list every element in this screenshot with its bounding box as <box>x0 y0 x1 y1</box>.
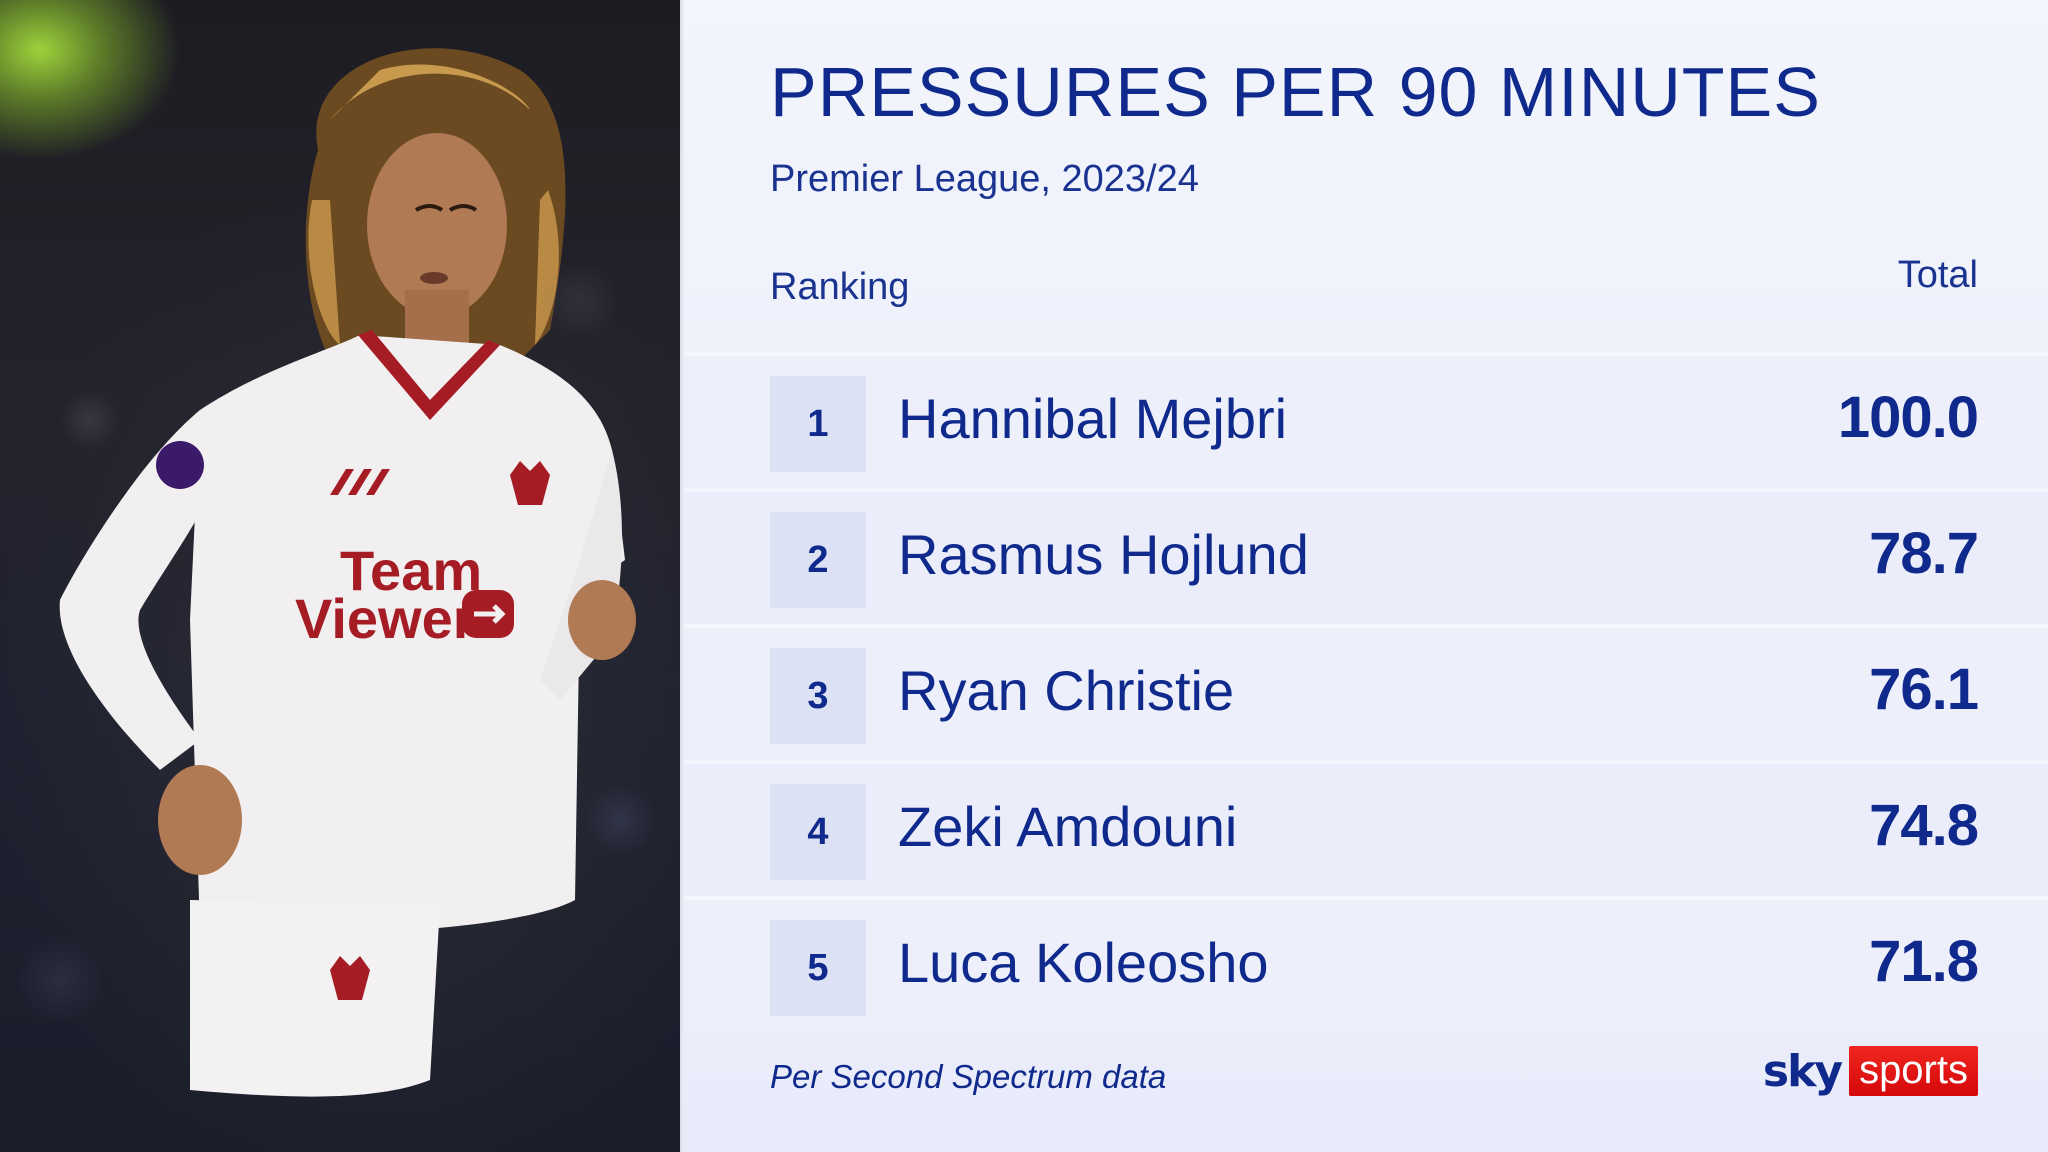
data-source-note: Per Second Spectrum data <box>770 1058 1167 1095</box>
subtitle: Premier League, 2023/24 <box>770 158 1199 200</box>
logo-sports-text: sports <box>1849 1046 1978 1096</box>
column-header-total: Total <box>1897 254 1978 296</box>
rank-badge: 5 <box>770 920 866 1016</box>
rank-badge: 1 <box>770 376 866 472</box>
table-row: 5 Luca Koleosho 71.8 <box>684 896 2048 1032</box>
rank-badge: 4 <box>770 784 866 880</box>
table-row: 4 Zeki Amdouni 74.8 <box>684 760 2048 896</box>
player-photo: Team Viewer <box>0 0 680 1152</box>
svg-text:Viewer: Viewer <box>295 587 475 650</box>
logo-sky-text: sky <box>1762 1045 1843 1097</box>
table-row: 3 Ryan Christie 76.1 <box>684 624 2048 760</box>
ranking-table: 1 Hannibal Mejbri 100.0 2 Rasmus Hojlund… <box>684 352 2048 1032</box>
player-total: 100.0 <box>1837 385 1979 450</box>
player-name: Luca Koleosho <box>898 931 1269 994</box>
table-row: 2 Rasmus Hojlund 78.7 <box>684 488 2048 624</box>
stats-panel: PRESSURES PER 90 MINUTES Premier League,… <box>684 0 2048 1152</box>
player-total: 74.8 <box>1869 793 1979 858</box>
player-name: Hannibal Mejbri <box>898 387 1288 450</box>
player-total: 71.8 <box>1869 929 1979 994</box>
rank-badge: 3 <box>770 648 866 744</box>
player-name: Ryan Christie <box>898 659 1235 722</box>
player-total: 78.7 <box>1869 521 1979 586</box>
page-title: PRESSURES PER 90 MINUTES <box>770 53 1821 131</box>
player-total: 76.1 <box>1869 657 1979 722</box>
column-header-ranking: Ranking <box>770 266 910 308</box>
panel-divider <box>680 0 684 1152</box>
rank-badge: 2 <box>770 512 866 608</box>
sky-sports-logo: sky sports <box>1762 1045 1978 1097</box>
player-illustration: Team Viewer <box>59 48 636 1097</box>
player-name: Rasmus Hojlund <box>898 523 1309 586</box>
player-name: Zeki Amdouni <box>898 795 1238 858</box>
table-row: 1 Hannibal Mejbri 100.0 <box>684 352 2048 488</box>
svg-text:Team: Team <box>340 539 482 602</box>
